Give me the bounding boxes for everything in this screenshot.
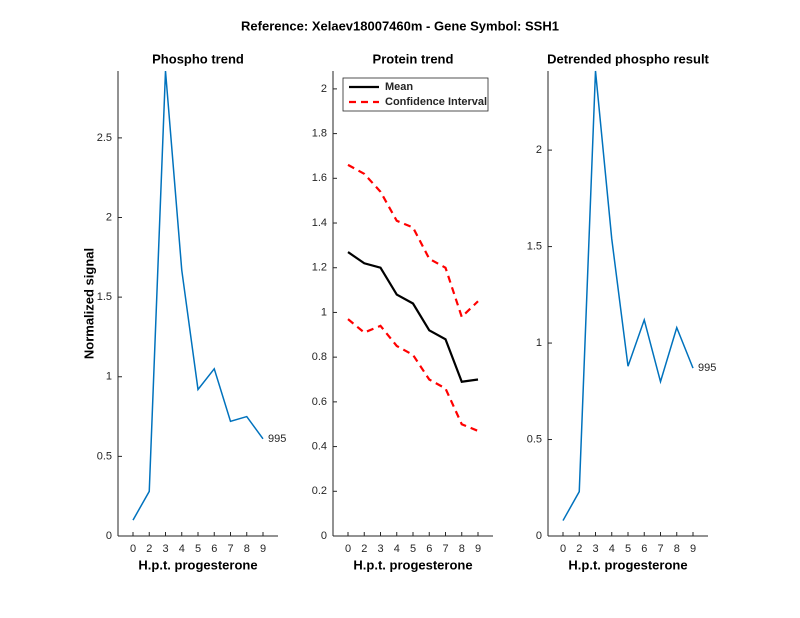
x-tick-label: 9 xyxy=(690,543,696,555)
x-tick-label: 0 xyxy=(130,543,136,555)
subplot-title: Phospho trend xyxy=(152,51,244,66)
y-tick-label: 1.6 xyxy=(312,172,327,184)
annotation: 995 xyxy=(698,362,716,374)
y-tick-label: 1 xyxy=(536,337,542,349)
legend-label: Mean xyxy=(385,81,413,93)
series-line xyxy=(347,318,479,432)
y-axis-label: Normalized signal xyxy=(81,248,96,359)
subplot-title: Protein trend xyxy=(373,51,454,66)
y-tick-label: 1.5 xyxy=(527,240,542,252)
series-line xyxy=(347,251,479,383)
x-tick-label: 0 xyxy=(560,543,566,555)
y-tick-label: 1 xyxy=(321,306,327,318)
x-tick-label: 9 xyxy=(475,543,481,555)
y-tick-label: 0.2 xyxy=(312,485,327,497)
x-tick-label: 3 xyxy=(592,543,598,555)
y-tick-label: 1.2 xyxy=(312,262,327,274)
annotation: 995 xyxy=(268,433,286,445)
legend-box xyxy=(342,77,489,112)
y-tick-label: 2 xyxy=(536,144,542,156)
y-tick-label: 0.5 xyxy=(527,433,542,445)
series-line xyxy=(132,70,264,521)
x-axis-label: H.p.t. progesterone xyxy=(138,557,257,572)
y-tick-label: 0 xyxy=(321,530,327,542)
x-tick-label: 2 xyxy=(576,543,582,555)
y-tick-label: 1.5 xyxy=(97,291,112,303)
y-tick-label: 1 xyxy=(106,371,112,383)
x-tick-label: 4 xyxy=(179,543,185,555)
x-tick-label: 4 xyxy=(394,543,400,555)
legend-label: Confidence Interval xyxy=(385,96,487,108)
x-tick-label: 6 xyxy=(211,543,217,555)
x-tick-label: 2 xyxy=(146,543,152,555)
x-tick-label: 6 xyxy=(426,543,432,555)
x-tick-label: 5 xyxy=(195,543,201,555)
y-tick-label: 2 xyxy=(321,83,327,95)
x-tick-label: 3 xyxy=(377,543,383,555)
x-tick-label: 3 xyxy=(162,543,168,555)
y-tick-label: 1.4 xyxy=(312,217,327,229)
y-tick-label: 2.5 xyxy=(97,132,112,144)
x-axis-label: H.p.t. progesterone xyxy=(568,557,687,572)
y-tick-label: 0 xyxy=(536,530,542,542)
y-tick-label: 2 xyxy=(106,211,112,223)
y-tick-label: 0.8 xyxy=(312,351,327,363)
y-tick-label: 0.4 xyxy=(312,440,327,452)
series-line xyxy=(562,70,694,521)
x-tick-label: 9 xyxy=(260,543,266,555)
x-tick-label: 8 xyxy=(459,543,465,555)
x-tick-label: 8 xyxy=(674,543,680,555)
series-line xyxy=(347,163,479,319)
y-tick-label: 1.8 xyxy=(312,128,327,140)
x-tick-label: 2 xyxy=(361,543,367,555)
x-tick-label: 8 xyxy=(244,543,250,555)
figure-title: Reference: Xelaev18007460m - Gene Symbol… xyxy=(241,18,559,33)
x-tick-label: 5 xyxy=(410,543,416,555)
x-tick-label: 4 xyxy=(609,543,615,555)
x-axis-label: H.p.t. progesterone xyxy=(353,557,472,572)
x-tick-label: 7 xyxy=(227,543,233,555)
x-tick-label: 7 xyxy=(442,543,448,555)
x-tick-label: 5 xyxy=(625,543,631,555)
legend: Mean Confidence Interval xyxy=(342,77,489,112)
y-tick-label: 0 xyxy=(106,530,112,542)
x-tick-label: 0 xyxy=(345,543,351,555)
subplot-title: Detrended phospho result xyxy=(547,51,709,66)
y-tick-label: 0.6 xyxy=(312,396,327,408)
y-tick-label: 0.5 xyxy=(97,450,112,462)
x-tick-label: 6 xyxy=(641,543,647,555)
x-tick-label: 7 xyxy=(657,543,663,555)
